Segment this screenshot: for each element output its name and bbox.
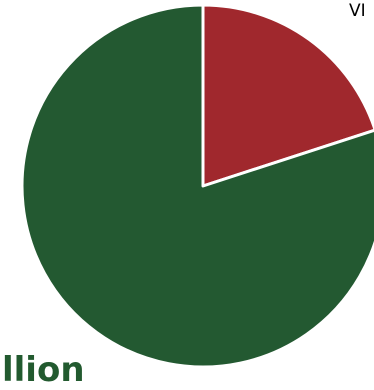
bottom-label: llion (2, 350, 85, 390)
pie-slice-1 (201, 3, 374, 188)
pie-slice-2 (20, 3, 374, 369)
pie-slices (20, 3, 374, 369)
pie-chart (20, 3, 374, 369)
corner-label: VI (349, 1, 366, 21)
